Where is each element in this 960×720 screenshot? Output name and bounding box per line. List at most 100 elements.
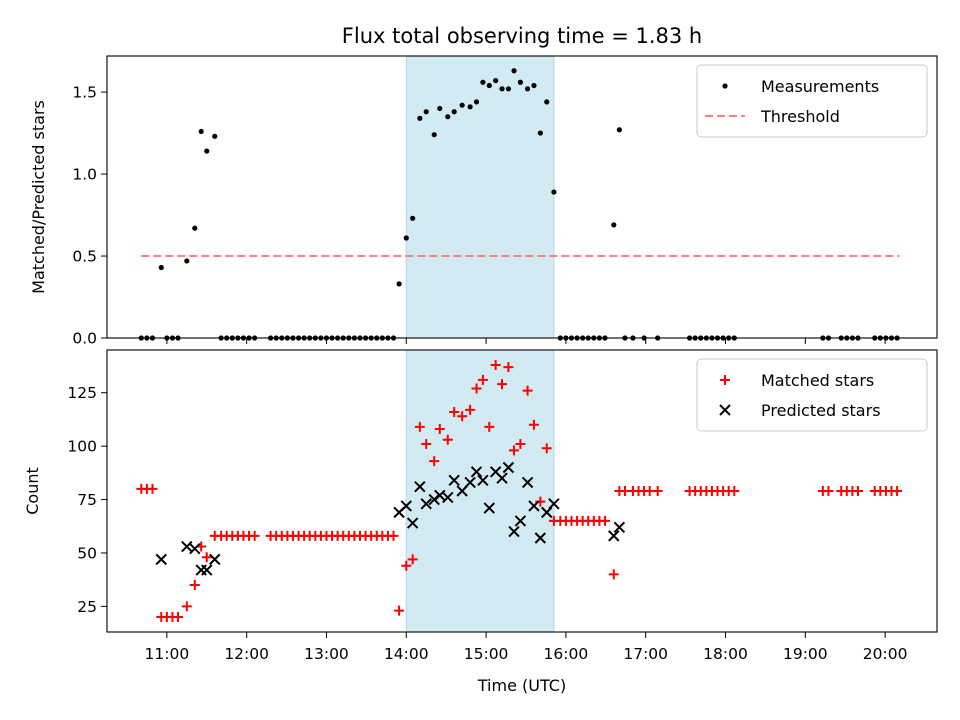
legend-marker-swatch — [720, 375, 730, 385]
data-point — [477, 374, 488, 385]
data-point — [517, 79, 524, 85]
data-point — [403, 235, 409, 241]
plot-frame — [106, 349, 938, 633]
data-point — [184, 258, 190, 264]
data-point — [434, 424, 445, 435]
data-point — [534, 532, 547, 544]
data-point — [486, 82, 492, 89]
data-point — [414, 421, 425, 432]
data-point — [852, 486, 863, 496]
x-tick-label: 20:00 — [863, 645, 908, 663]
data-point — [423, 109, 429, 115]
data-point — [465, 404, 476, 415]
data-point — [496, 472, 508, 484]
y-axis-label: Count — [23, 467, 42, 515]
highlight-span — [405, 349, 555, 633]
data-point — [524, 86, 531, 92]
counts-panel: 25 50 75 100 125 11:00 12:00 13:00 14:00 15:00 16… — [23, 349, 938, 695]
y-tick-label: 0.0 — [72, 330, 97, 348]
y-ticks: 0.0 0.5 1.0 1.5 — [72, 84, 107, 348]
data-point — [155, 553, 167, 566]
data-point — [414, 481, 426, 493]
x-tick-label: 17:00 — [623, 645, 668, 663]
data-point — [541, 443, 552, 454]
x-tick-label: 13:00 — [304, 645, 349, 663]
data-point — [514, 515, 527, 527]
data-point — [505, 86, 512, 92]
data-point — [531, 82, 537, 89]
data-point — [892, 486, 903, 496]
data-point — [457, 411, 468, 422]
data-point — [471, 383, 482, 394]
data-point — [508, 525, 520, 538]
data-point — [189, 542, 201, 555]
data-point — [473, 99, 480, 105]
data-point — [394, 605, 405, 616]
x-tick-label: 16:00 — [544, 645, 589, 663]
data-point — [212, 133, 218, 139]
x-ticks: 11:00 12:00 13:00 14:00 15:00 16:00 17:00 18:00… — [145, 632, 908, 663]
measurements-panel: 0.0 0.5 1.0 1.5 Matched/Predicted stars Mea… — [29, 55, 938, 348]
data-point — [544, 99, 550, 105]
y-tick-label: 1.0 — [72, 166, 97, 184]
legend: Matched stars Predicted stars — [696, 358, 928, 432]
x-ticks — [166, 338, 886, 344]
data-point — [173, 612, 184, 623]
data-point — [431, 132, 437, 138]
data-point — [608, 530, 620, 542]
data-point — [417, 115, 423, 121]
data-point — [192, 225, 198, 231]
x-tick-label: 15:00 — [464, 645, 509, 663]
legend-entry-label: Matched stars — [761, 371, 874, 390]
y-tick-label: 25 — [77, 598, 97, 616]
data-point — [537, 130, 543, 136]
data-point — [497, 379, 508, 390]
data-point — [201, 552, 212, 563]
legend-box — [696, 64, 928, 138]
data-point — [209, 553, 221, 566]
data-point — [611, 222, 617, 228]
y-axis-label: Matched/Predicted stars — [29, 100, 48, 294]
data-point — [528, 500, 540, 512]
legend-entry-label: Predicted stars — [761, 401, 881, 420]
plot-frame — [106, 55, 938, 339]
chart-title: Flux total observing time = 1.83 h — [342, 24, 702, 48]
data-point — [464, 476, 476, 489]
count-points — [136, 359, 903, 623]
data-point — [445, 114, 451, 120]
data-point — [600, 515, 610, 526]
data-point — [147, 483, 158, 494]
y-tick-label: 1.5 — [72, 84, 97, 102]
data-point — [201, 564, 213, 576]
data-point — [396, 281, 402, 287]
y-tick-label: 125 — [67, 384, 97, 402]
data-point — [509, 445, 520, 456]
data-point — [467, 104, 473, 110]
legend-entry-label: Threshold — [760, 107, 840, 126]
observing-window-span — [405, 349, 555, 633]
data-point — [181, 540, 193, 553]
x-tick-label: 11:00 — [145, 645, 190, 663]
data-point — [515, 439, 526, 449]
data-point — [503, 362, 514, 373]
data-point — [522, 385, 533, 396]
y-tick-label: 75 — [77, 491, 97, 509]
x-tick-label: 12:00 — [224, 645, 269, 663]
x-tick-label: 18:00 — [703, 645, 748, 663]
data-point — [490, 359, 501, 370]
data-point — [442, 491, 454, 504]
data-point — [470, 466, 483, 478]
data-point — [407, 554, 418, 565]
data-point — [823, 486, 834, 496]
data-point — [401, 560, 412, 571]
x-tick-label: 19:00 — [783, 645, 828, 663]
data-point — [511, 68, 517, 74]
y-tick-label: 0.5 — [72, 248, 97, 266]
data-point — [198, 128, 204, 135]
data-point — [608, 569, 619, 580]
data-point — [459, 102, 465, 108]
highlight-span — [405, 55, 555, 339]
data-point — [249, 530, 260, 541]
observing-window-span — [405, 55, 555, 339]
